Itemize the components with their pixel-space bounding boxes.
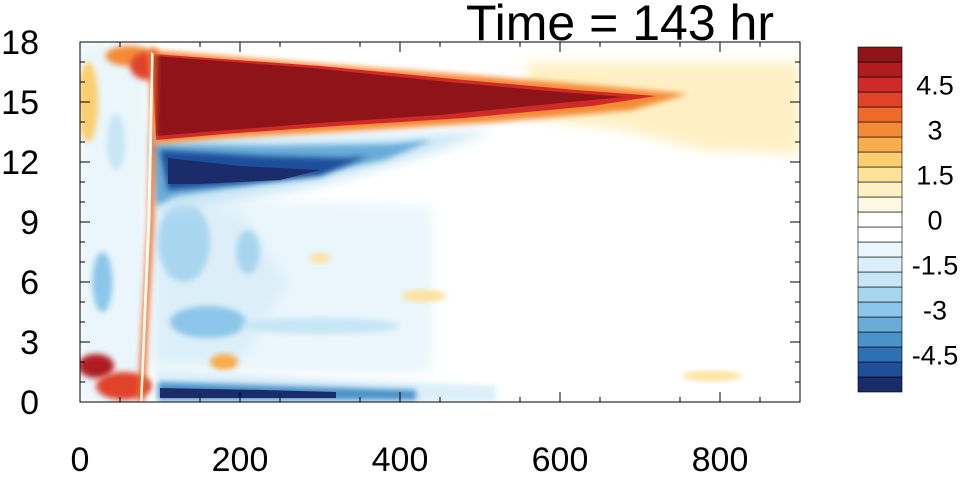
warm-faint-blob [310,253,330,263]
x-tick-label: 800 [692,441,749,473]
colorbar-box [857,151,903,168]
colorbar-box [857,91,903,108]
colorbar-box [857,241,903,258]
left-cold-blob [107,114,125,170]
colorbar-box [857,61,903,78]
x-tick-label: 600 [532,441,589,473]
x-tick-label: 0 [71,441,90,473]
colorbar-box [857,46,903,63]
colorbar-box [857,331,903,348]
y-tick-label: 0 [20,384,39,422]
x-tick-label: 400 [372,441,429,473]
cold-patchy-blob [158,202,210,282]
y-tick-label: 18 [1,24,39,62]
y-axis: 0 3 6 9 12 15 18 [1,24,800,422]
colorbar-box [857,286,903,303]
colorbar-label: -4.5 [912,341,959,371]
x-tick-label: 200 [212,441,269,473]
colorbar-box [857,226,903,243]
y-tick-label: 12 [1,144,39,182]
warm-faint-blob [682,371,742,381]
colorbar-box [857,196,903,213]
weak-warm-region [528,62,800,154]
colorbar-label: -1.5 [912,251,959,281]
left-cold-blob [92,252,113,312]
upper-cold-band-core [168,158,320,184]
colorbar: 4.5 3 1.5 0 -1.5 -3 -4.5 [857,46,959,393]
colorbar-box [857,271,903,288]
cold-faint-blob [550,304,730,340]
colorbar-box [857,256,903,273]
colorbar-box [857,121,903,138]
colorbar-box [857,346,903,363]
colorbar-box [857,76,903,93]
colorbar-box [857,181,903,198]
y-tick-label: 15 [1,84,39,122]
colorbar-label: -3 [923,296,947,326]
heatmap-field [80,42,800,402]
y-tick-label: 9 [20,204,39,242]
cold-patchy-blob [240,318,400,334]
colorbar-box [857,301,903,318]
chart-title: Time = 143 hr [466,0,774,51]
colorbar-box [857,376,903,393]
colorbar-label: 4.5 [916,71,954,101]
warm-faint-blob [210,354,238,370]
cold-patchy-blob [170,306,246,338]
y-tick-label: 6 [20,264,39,302]
left-warm-blob [96,372,152,400]
colorbar-label: 3 [927,116,942,146]
low-cold-band-core [160,388,336,398]
warm-jet-core [153,56,624,136]
x-axis: 0 200 400 600 800 [71,42,761,478]
colorbar-box [857,136,903,153]
cold-patchy-blob [236,230,260,274]
colorbar-label: 0 [927,206,942,236]
colorbar-label: 1.5 [916,161,954,191]
colorbar-box [857,361,903,378]
front-line [140,52,154,402]
colorbar-box [857,211,903,228]
y-tick-label: 3 [20,324,39,362]
colorbar-box [857,106,903,123]
left-warm-blob [80,354,114,378]
warm-faint-blob [402,290,446,302]
colorbar-box [857,166,903,183]
colorbar-box [857,316,903,333]
